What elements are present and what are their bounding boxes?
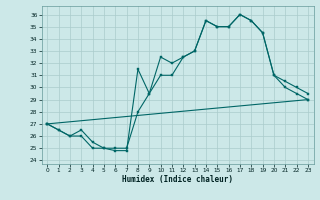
X-axis label: Humidex (Indice chaleur): Humidex (Indice chaleur): [122, 175, 233, 184]
